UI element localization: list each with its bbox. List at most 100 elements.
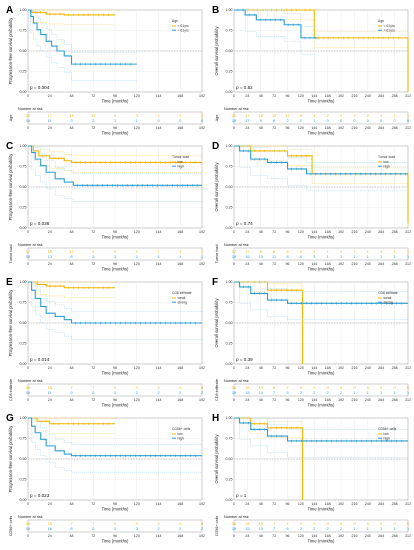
risk-count: 15 — [245, 527, 249, 531]
risk-count: 13 — [259, 527, 263, 531]
risk-count: 1 — [367, 391, 369, 395]
risk-count: 0 — [407, 522, 409, 526]
risk-count: 18 — [232, 255, 236, 259]
x-tick-label: 144 — [156, 366, 162, 370]
risk-count: 1 — [157, 255, 159, 259]
x-tick-label: 240 — [365, 502, 371, 506]
risk-count: 0 — [340, 119, 342, 123]
risk-count: 0 — [136, 386, 138, 390]
risk-table-frame — [27, 383, 203, 397]
x-tick-label: 48 — [259, 94, 263, 98]
risk-count: 6 — [92, 527, 94, 531]
risk-count: 8 — [286, 255, 288, 259]
y-tick-label: 0.50 — [20, 457, 27, 461]
y-tick-label: 0.00 — [20, 90, 27, 94]
x-tick-label: 240 — [365, 94, 371, 98]
y-axis-label: Overall survival probability — [214, 434, 219, 484]
risk-x-tick-label: 144 — [311, 262, 317, 266]
y-tick-label: 0.00 — [20, 362, 27, 366]
survival-curve-1 — [28, 417, 202, 457]
p-value: p = 0.39 — [236, 357, 253, 362]
risk-count: 7 — [273, 527, 275, 531]
x-tick-label: 96 — [286, 502, 290, 506]
y-tick-label: 0.75 — [226, 29, 233, 33]
x-tick-label: 0 — [27, 502, 29, 506]
risk-x-tick-label: 120 — [298, 398, 304, 402]
risk-count: 5 — [114, 250, 116, 254]
risk-count: 1 — [313, 119, 315, 123]
x-tick-label: 168 — [325, 502, 331, 506]
risk-count: 4 — [114, 114, 116, 118]
panel-h: H0.000.250.500.751.000 24 48 72 96 120 144 168 1… — [212, 413, 411, 544]
risk-count: 1 — [313, 250, 315, 254]
panel-letter: F — [212, 277, 218, 288]
risk-count: 14 — [69, 114, 73, 118]
x-tick-label: 96 — [113, 230, 117, 234]
risk-count: 7 — [273, 522, 275, 526]
ci-upper-1 — [28, 417, 202, 445]
risk-count: 2 — [367, 114, 369, 118]
risk-x-tick-label: 144 — [311, 534, 317, 538]
risk-x-tick-label: 0 — [233, 534, 235, 538]
ci-upper-0 — [28, 145, 202, 157]
risk-x-tick-label: 240 — [365, 398, 371, 402]
risk-count: 8 — [70, 527, 72, 531]
x-tick-label: 192 — [199, 366, 205, 370]
risk-count: 2 — [327, 114, 329, 118]
x-tick-label: 24 — [48, 94, 52, 98]
risk-x-tick-label: 72 — [91, 126, 95, 130]
risk-x-tick-label: 72 — [272, 126, 276, 130]
risk-count: 12 — [91, 114, 95, 118]
risk-x-tick-label: 216 — [351, 126, 357, 130]
survival-curve-1 — [234, 281, 408, 304]
p-value: p = 0.004 — [30, 85, 50, 90]
risk-count: 7 — [92, 386, 94, 390]
y-tick-label: 1.00 — [226, 144, 233, 148]
y-tick-label: 0.25 — [20, 70, 27, 74]
y-axis-label: Progression-free survival probability — [8, 153, 13, 220]
risk-x-tick-label: 48 — [259, 398, 263, 402]
panel-letter: B — [212, 5, 219, 16]
risk-x-axis-label: Time (months) — [102, 131, 129, 136]
risk-count: 5 — [300, 114, 302, 118]
risk-x-tick-label: 24 — [245, 398, 249, 402]
risk-strata-label: Tumor load — [9, 244, 13, 263]
risk-count: 11 — [272, 255, 276, 259]
risk-count: 0 — [367, 386, 369, 390]
risk-count: 16 — [259, 114, 263, 118]
x-axis-label: Time (months) — [102, 507, 129, 512]
risk-count: 1 — [380, 527, 382, 531]
ci-lower-1 — [234, 281, 408, 320]
risk-count: 1 — [353, 527, 355, 531]
y-tick-label: 0.25 — [226, 70, 233, 74]
risk-x-tick-label: 96 — [113, 262, 117, 266]
risk-count: 17 — [245, 119, 249, 123]
risk-count: 1 — [157, 250, 159, 254]
y-tick-label: 0.00 — [226, 362, 233, 366]
risk-x-axis-label: Time (months) — [308, 267, 335, 272]
risk-count: 1 — [201, 250, 203, 254]
ci-upper-1 — [234, 417, 408, 430]
panel-letter: G — [6, 413, 14, 424]
risk-count: 13 — [48, 255, 52, 259]
risk-count: 1 — [380, 255, 382, 259]
y-tick-label: 1.00 — [226, 280, 233, 284]
risk-count: 1 — [394, 255, 396, 259]
panel-letter: H — [212, 413, 219, 424]
y-tick-label: 0.50 — [20, 321, 27, 325]
risk-count: 0 — [114, 522, 116, 526]
risk-count: 0 — [157, 386, 159, 390]
p-value: p = 0.52 — [236, 85, 253, 90]
ci-lower-1 — [234, 145, 408, 191]
x-tick-label: 96 — [113, 94, 117, 98]
y-tick-label: 0.50 — [226, 457, 233, 461]
risk-count: 0 — [380, 386, 382, 390]
y-tick-label: 0.00 — [226, 498, 233, 502]
risk-count: 7 — [70, 386, 72, 390]
risk-table-frame — [27, 111, 203, 125]
risk-x-tick-label: 168 — [325, 126, 331, 130]
x-tick-label: 264 — [378, 94, 384, 98]
risk-table-title: Number at risk — [18, 379, 43, 383]
x-tick-label: 0 — [233, 502, 235, 506]
risk-table-title: Number at risk — [224, 515, 249, 519]
